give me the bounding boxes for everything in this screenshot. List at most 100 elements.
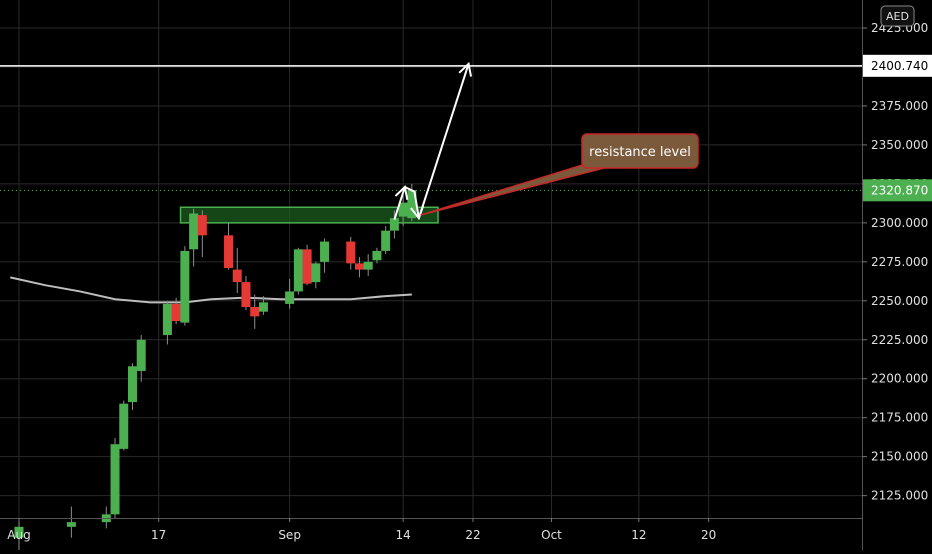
projection-arrow-head-down: [410, 205, 425, 221]
candle-body: [346, 241, 356, 264]
projection-path: [393, 63, 470, 221]
candle-body: [66, 522, 76, 527]
x-tick-label: Sep: [278, 528, 301, 542]
y-tick-label: 2375.000: [871, 99, 928, 113]
candle-body: [136, 339, 146, 371]
candle-body: [258, 302, 268, 312]
candle-down: [302, 244, 312, 286]
candle-body: [320, 241, 330, 262]
candle-body: [14, 526, 24, 538]
last-price-label: 2320.870: [871, 183, 928, 197]
candle-body: [354, 263, 364, 270]
candle-body: [285, 291, 295, 304]
candle-up: [110, 437, 120, 520]
candle-body: [407, 190, 417, 219]
last-price-tag: [863, 179, 932, 202]
y-tick-label: 2350.000: [871, 138, 928, 152]
moving-average-line: [10, 276, 412, 304]
candle-down: [171, 297, 181, 325]
candle-body: [127, 366, 137, 403]
candle-up: [180, 246, 190, 326]
candle-body: [302, 249, 312, 284]
x-tick-label: 22: [465, 528, 480, 542]
x-tick-label: Oct: [541, 528, 562, 542]
x-tick-label: 17: [151, 528, 166, 542]
candle-body: [189, 213, 199, 250]
candle-body: [311, 263, 321, 283]
candle-up: [363, 254, 373, 276]
y-tick-label: 2125.000: [871, 489, 928, 503]
resistance-zone: [179, 206, 439, 224]
candle-up: [372, 247, 382, 264]
candle-body: [197, 215, 207, 236]
candle-up: [162, 300, 172, 345]
candle-body: [110, 444, 120, 515]
horizontal-line-price-tag: [863, 54, 932, 77]
candle-body: [171, 303, 181, 322]
moving-average-layer: [10, 276, 412, 304]
candles-layer: [14, 183, 417, 551]
currency-badge-box: [880, 5, 915, 27]
candle-body: [224, 235, 234, 269]
y-tick-label: 2250.000: [871, 294, 928, 308]
resistance-callout: resistance level: [420, 133, 699, 216]
candle-body: [232, 269, 242, 283]
candle-body: [389, 218, 399, 231]
candle-body: [250, 307, 260, 317]
candle-up: [136, 335, 146, 382]
horizontal-line-layer: [0, 65, 862, 191]
projection-arrow-head-up: [394, 185, 409, 200]
y-tick-label: 2300.000: [871, 216, 928, 230]
y-tick-label: 2200.000: [871, 372, 928, 386]
candle-up: [66, 506, 76, 538]
drawings-layer: resistance level: [393, 61, 699, 221]
currency-badge: AED: [880, 5, 915, 27]
candle-up: [285, 278, 295, 309]
candle-down: [250, 294, 260, 329]
candle-up: [381, 225, 391, 255]
x-tick-label: Aug: [7, 528, 30, 542]
x-tick-label: 12: [631, 528, 646, 542]
y-tick-label: 2150.000: [871, 450, 928, 464]
candle-up: [14, 519, 24, 551]
projection-arrow-head-target: [458, 61, 473, 77]
candle-up: [127, 363, 137, 410]
candle-body: [119, 403, 129, 449]
callout-text: resistance level: [589, 145, 691, 160]
candle-body: [398, 202, 408, 217]
currency-label: AED: [886, 10, 909, 23]
candle-up: [258, 296, 268, 315]
candle-body: [180, 250, 190, 323]
candle-body: [293, 249, 303, 292]
candle-body: [381, 230, 391, 251]
y-tick-label: 2275.000: [871, 255, 928, 269]
candle-up: [293, 247, 303, 295]
horizontal-line-price-label: 2400.740: [871, 59, 928, 73]
candle-up: [398, 194, 408, 226]
candle-up: [119, 400, 129, 451]
candle-up: [189, 208, 199, 267]
candle-up: [311, 261, 321, 289]
y-tick-label: 2175.000: [871, 411, 928, 425]
candle-body: [241, 282, 251, 308]
candle-body: [363, 261, 373, 270]
candle-down: [197, 210, 207, 258]
candle-down: [346, 236, 356, 270]
candle-body: [162, 303, 172, 336]
resistance-zone-layer: [179, 206, 439, 224]
candle-down: [354, 257, 364, 278]
candle-down: [224, 222, 234, 270]
x-tick-label: 14: [395, 528, 410, 542]
candle-down: [232, 247, 242, 293]
candle-up: [389, 210, 399, 239]
candle-body: [372, 250, 382, 261]
x-tick-label: 20: [701, 528, 716, 542]
candle-up: [320, 238, 330, 273]
y-tick-label: 2225.000: [871, 333, 928, 347]
callout-box: [581, 133, 699, 169]
